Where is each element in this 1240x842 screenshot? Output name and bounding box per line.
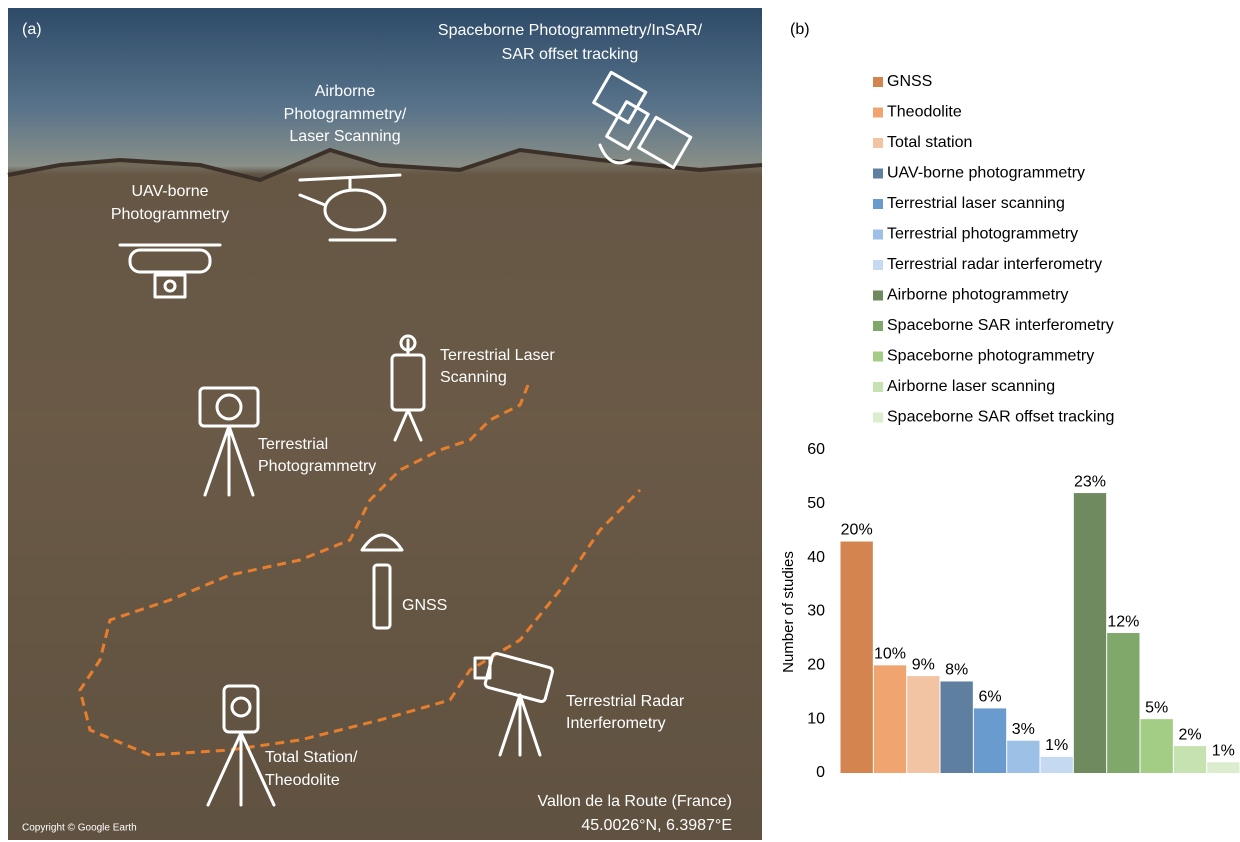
bar-label: 3% [1012, 721, 1035, 738]
bar-label: 1% [1045, 737, 1068, 754]
legend-label: Spaceborne SAR interferometry [887, 317, 1114, 334]
legend-swatch [873, 199, 883, 209]
photo-label: Photogrammetry [111, 206, 229, 223]
bar [974, 708, 1006, 773]
y-tick-label: 0 [816, 764, 825, 781]
photo-label: Photogrammetry [258, 458, 376, 475]
photo-label: Spaceborne Photogrammetry/InSAR/ [438, 22, 703, 39]
photo-label: Photogrammetry/ [284, 106, 407, 123]
legend-label: Airborne photogrammetry [887, 287, 1068, 304]
y-tick-label: 20 [807, 657, 825, 674]
legend-swatch [873, 260, 883, 270]
bar [1041, 757, 1073, 773]
photo-label: Airborne [315, 83, 376, 100]
photo-label: Terrestrial Laser [440, 347, 555, 364]
legend-swatch [873, 108, 883, 118]
legend-label: GNSS [887, 73, 932, 90]
legend-label: Airborne laser scanning [887, 378, 1055, 395]
bar-label: 10% [874, 646, 906, 663]
legend-swatch [873, 77, 883, 87]
bar-label: 8% [945, 662, 968, 679]
bar [1007, 741, 1039, 773]
y-tick-label: 60 [807, 441, 825, 458]
bar-label: 6% [978, 689, 1001, 706]
legend-swatch [873, 382, 883, 392]
bar [1141, 719, 1173, 773]
legend-swatch [873, 230, 883, 240]
figure: (a) Copyright © Google Earth (b) Number … [0, 0, 1240, 842]
bar-label: 2% [1178, 726, 1201, 743]
bar [907, 676, 939, 773]
legend-label: Terrestrial radar interferometry [887, 256, 1102, 273]
bar-label: 12% [1107, 613, 1139, 630]
photo-label: Theodolite [265, 772, 340, 789]
y-tick-label: 40 [807, 549, 825, 566]
photo-label: SAR offset tracking [502, 46, 639, 63]
bar [874, 665, 906, 773]
legend-label: Spaceborne SAR offset tracking [887, 409, 1114, 426]
y-tick-label: 50 [807, 495, 825, 512]
photo-label: 45.0026°N, 6.3987°E [581, 817, 732, 834]
y-tick-label: 30 [807, 603, 825, 620]
photo-label: Total Station/ [265, 749, 358, 766]
photo-label: UAV-borne [131, 183, 208, 200]
bar [941, 681, 973, 773]
legend-label: Spaceborne photogrammetry [887, 348, 1094, 365]
panel-label: (a) [22, 21, 42, 38]
y-axis-title: Number of studies [780, 551, 797, 673]
photo-label: Terrestrial Radar [566, 693, 685, 710]
photo-label: Terrestrial [258, 436, 328, 453]
legend-swatch [873, 352, 883, 362]
photo-label: Scanning [440, 369, 507, 386]
bar [1174, 746, 1206, 773]
bar [1107, 633, 1139, 773]
mountain [8, 150, 762, 840]
bar [1207, 762, 1239, 773]
legend-swatch [873, 321, 883, 331]
copyright: Copyright © Google Earth [22, 823, 137, 834]
bar-label: 23% [1074, 473, 1106, 490]
legend-swatch [873, 169, 883, 179]
legend-label: Theodolite [887, 104, 962, 121]
bar-label: 9% [912, 656, 935, 673]
photo-label: Laser Scanning [289, 128, 400, 145]
bar-label: 5% [1145, 699, 1168, 716]
legend-label: Terrestrial photogrammetry [887, 226, 1078, 243]
bar-label: 20% [841, 522, 873, 539]
panel-b: (b) Number of studies [780, 21, 810, 673]
photo-label: Vallon de la Route (France) [538, 793, 732, 810]
legend-swatch [873, 291, 883, 301]
legend-label: Total station [887, 134, 972, 151]
legend-swatch [873, 138, 883, 148]
legend-label: UAV-borne photogrammetry [887, 165, 1085, 182]
panel-label: (b) [790, 21, 810, 38]
photo-label: Interferometry [566, 715, 666, 732]
bar-label: 1% [1212, 742, 1235, 759]
legend-swatch [873, 413, 883, 423]
bar [1074, 493, 1106, 773]
y-tick-label: 10 [807, 710, 825, 727]
photo-label: GNSS [402, 597, 447, 614]
legend-label: Terrestrial laser scanning [887, 195, 1065, 212]
bar [841, 542, 873, 773]
